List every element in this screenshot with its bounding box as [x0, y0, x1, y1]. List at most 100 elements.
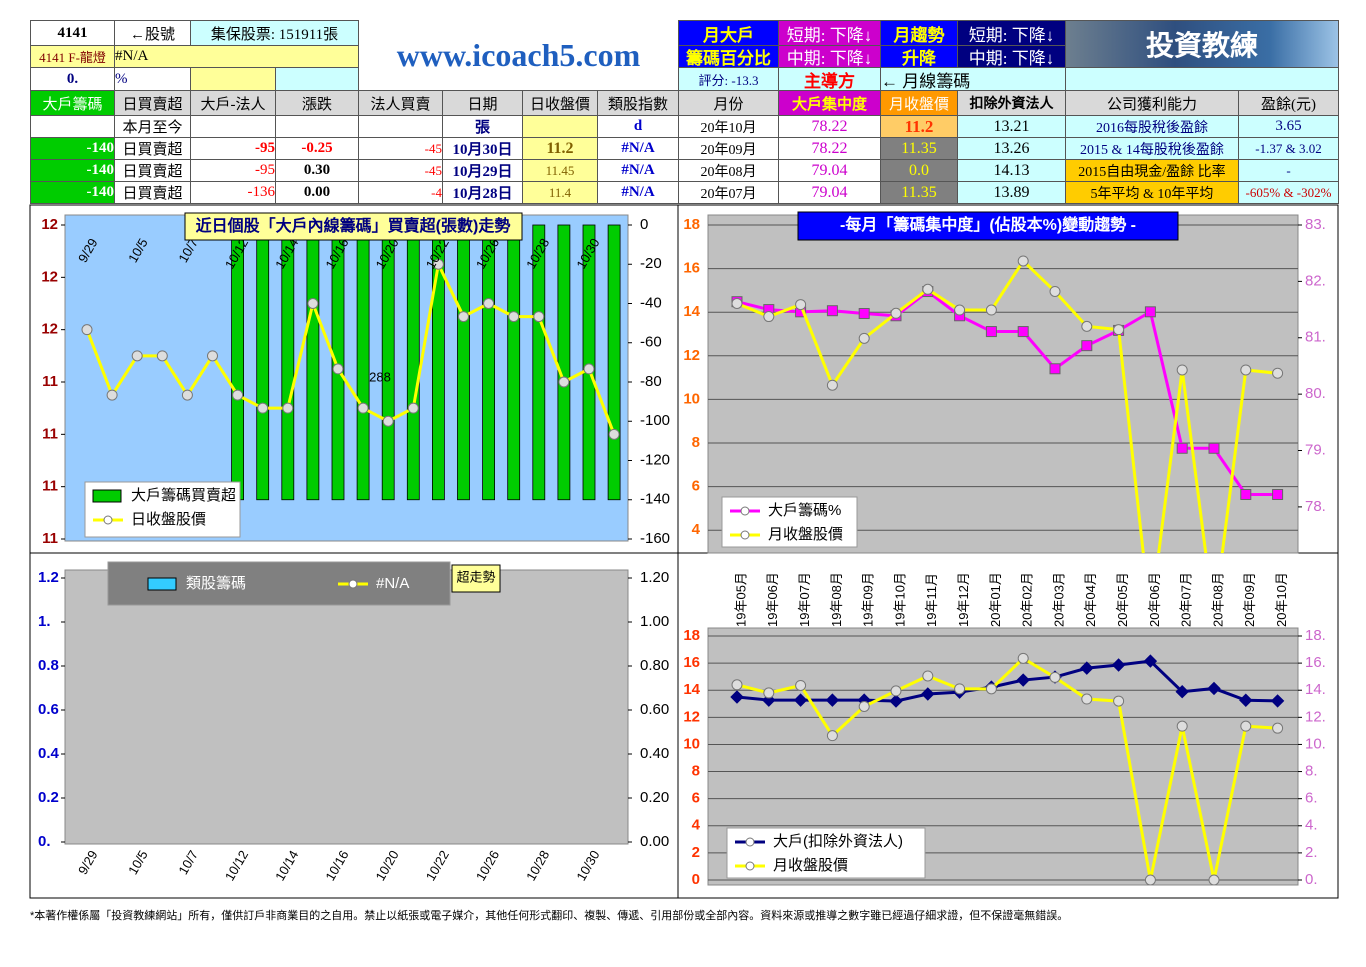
- y2-tick-label: 0.80: [640, 657, 669, 674]
- table-cell: 5年平均 & 10年平均: [1065, 181, 1239, 204]
- y-tick-label: 0: [692, 871, 700, 888]
- y2-tick-label: 1.00: [640, 613, 669, 630]
- table-cell: 11.4: [522, 181, 598, 204]
- y2-tick-label: 0.: [1305, 871, 1318, 888]
- bar: [306, 224, 320, 501]
- point: [889, 694, 903, 708]
- y2-tick-label: 80.: [1305, 385, 1326, 402]
- y2-tick-label: 78.: [1305, 498, 1326, 515]
- table-cell: 2016每股稅後盈餘: [1065, 115, 1239, 138]
- y-tick-label: 12: [683, 708, 700, 725]
- cell: [275, 67, 359, 91]
- x-tick-label: 19年08月: [829, 572, 844, 627]
- point: [1113, 695, 1125, 707]
- point: [731, 297, 743, 309]
- point: [922, 670, 934, 682]
- annotation: 288: [369, 369, 391, 384]
- point: [181, 389, 193, 401]
- y-tick-label: 2: [692, 844, 700, 861]
- cell: ← 月線籌碼: [880, 67, 1066, 91]
- legend-label: 大戶(扣除外資法人): [773, 833, 903, 850]
- cell: 中期: 下降↓: [778, 45, 881, 68]
- table-cell: 11.2: [880, 115, 958, 138]
- y2-tick-label: -20: [640, 255, 662, 272]
- x-tick-label: 20年03月: [1051, 572, 1066, 627]
- legend-swatch: [745, 861, 755, 871]
- point: [257, 402, 269, 414]
- y-tick-label: 6: [692, 478, 700, 495]
- point: [583, 363, 595, 375]
- point: [1240, 488, 1252, 500]
- y-tick-label: 18: [683, 627, 700, 644]
- y2-tick-label: 82.: [1305, 272, 1326, 289]
- cell: 短期: 下降↓: [778, 20, 881, 46]
- plot-clip: [81, 224, 621, 501]
- y2-tick-label: 12.: [1305, 708, 1326, 725]
- point: [763, 687, 775, 699]
- point: [922, 283, 934, 295]
- point: [954, 304, 966, 316]
- x-tick-label: 20年02月: [1020, 572, 1035, 627]
- legend-label: 月收盤股價: [768, 526, 843, 543]
- y2-tick-label: -160: [640, 530, 670, 547]
- point: [1240, 364, 1252, 376]
- x-tick-label: 19年09月: [861, 572, 876, 627]
- point: [1208, 442, 1220, 454]
- table-cell: -140: [30, 159, 115, 182]
- table-cell: 11.35: [880, 181, 958, 204]
- y-tick-label: 8: [692, 763, 700, 780]
- table-cell: 日買賣超: [114, 137, 191, 160]
- y2-tick-label: -40: [640, 294, 662, 311]
- point: [608, 428, 620, 440]
- point: [985, 683, 997, 695]
- point: [1272, 722, 1284, 734]
- point: [232, 389, 244, 401]
- cell: 中期: 下降↓: [957, 45, 1066, 68]
- footer: *本著作權係屬「投資教練網站」所有，僅供訂戶非商業目的之自用。禁止以紙張或電子媒…: [30, 908, 1068, 922]
- x-tick-label: 20年01月: [988, 572, 1003, 627]
- y-tick-label: 4: [692, 817, 701, 834]
- point: [1207, 681, 1221, 696]
- point: [890, 307, 902, 319]
- y-tick-label: 14: [683, 303, 700, 320]
- cell: ←股號: [114, 20, 191, 46]
- table-cell: -140: [30, 181, 115, 204]
- legend-swatch: [740, 506, 750, 516]
- y-tick-label: 11: [42, 530, 58, 547]
- point: [763, 311, 775, 323]
- cell: %: [114, 67, 191, 91]
- table-cell: -140: [30, 137, 115, 160]
- y-tick-label: 16: [683, 260, 700, 277]
- bar: [256, 224, 270, 501]
- legend-swatch: [103, 515, 113, 525]
- y-tick-label: 0.4: [38, 745, 60, 762]
- y-tick-label: 11: [42, 425, 58, 442]
- y2-tick-label: 0.60: [640, 701, 669, 718]
- point: [793, 693, 808, 707]
- header-cell: 盈餘(元): [1238, 90, 1339, 116]
- table-cell: [358, 115, 443, 138]
- point: [826, 730, 838, 742]
- point: [483, 298, 495, 309]
- y2-tick-label: 10.: [1305, 735, 1326, 752]
- table-cell: 10月28日: [442, 181, 523, 204]
- x-tick-label: 19年05月: [733, 572, 748, 627]
- point: [382, 415, 394, 427]
- legend-label: #N/A: [376, 575, 409, 592]
- cell: 月大戶: [678, 20, 779, 46]
- point: [890, 685, 902, 697]
- y2-tick-label: 0.00: [640, 833, 669, 850]
- legend-swatch: [348, 579, 358, 589]
- table-cell: 2015 & 14每股稅後盈餘: [1065, 137, 1239, 160]
- legend-swatch: [147, 577, 177, 591]
- point: [985, 326, 997, 338]
- x-tick-label: 19年07月: [797, 572, 812, 627]
- point: [407, 402, 419, 414]
- point: [106, 389, 118, 401]
- y2-tick-label: 1.20: [640, 569, 669, 586]
- point: [533, 311, 545, 323]
- y2-tick-label: 16.: [1305, 654, 1326, 671]
- legend-swatch: [740, 530, 750, 540]
- header-cell: 日買賣超: [114, 90, 191, 116]
